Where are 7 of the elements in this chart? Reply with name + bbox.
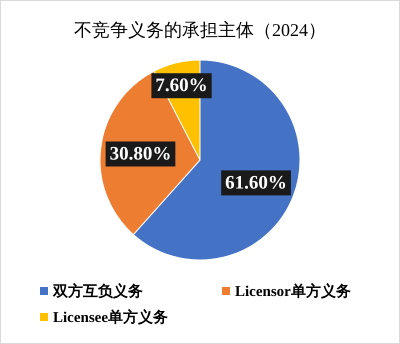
data-label: 7.60% xyxy=(155,75,208,96)
legend-label: 双方互负义务 xyxy=(52,282,143,300)
legend-label: Licensor单方义务 xyxy=(235,282,351,300)
data-label: 30.80% xyxy=(110,143,172,164)
chart-title: 不竞争义务的承担主体（2024） xyxy=(74,20,326,40)
legend-label: Licensee单方义务 xyxy=(53,308,168,326)
data-label: 61.60% xyxy=(225,172,287,194)
